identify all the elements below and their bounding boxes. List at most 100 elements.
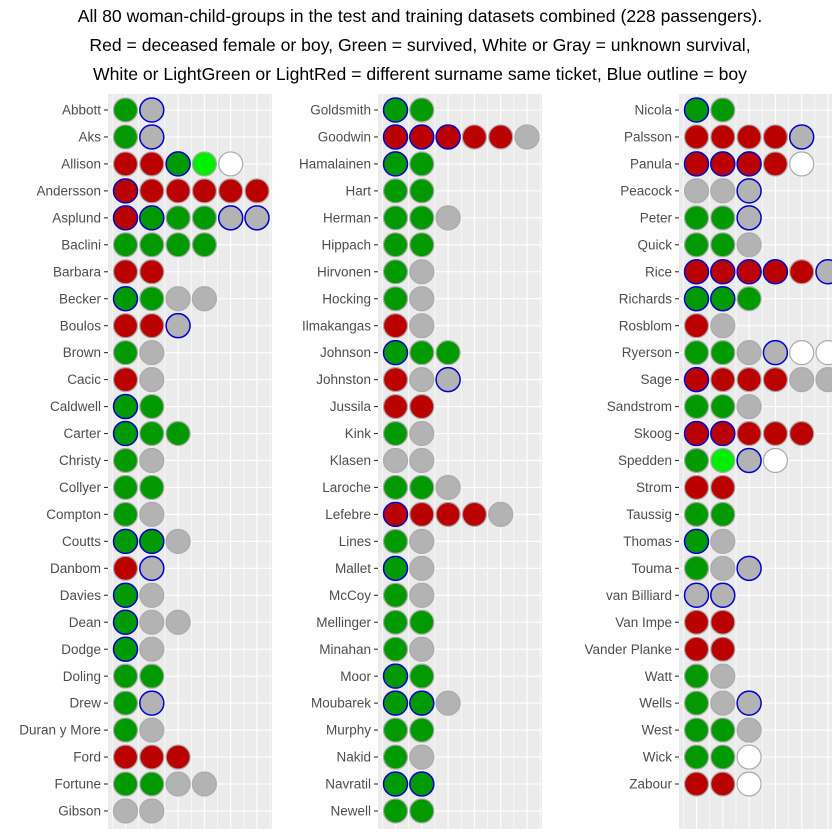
passenger-dot bbox=[139, 528, 165, 555]
passenger-dot bbox=[139, 313, 165, 339]
passenger-dot bbox=[409, 420, 435, 447]
passenger-dot bbox=[461, 124, 487, 150]
group-label: Becker bbox=[59, 291, 102, 306]
passenger-dot bbox=[788, 124, 815, 150]
passenger-dot bbox=[683, 151, 710, 177]
passenger-dot bbox=[382, 205, 409, 231]
group-label: Andersson bbox=[36, 183, 101, 198]
passenger-dot bbox=[435, 690, 461, 716]
passenger-dot bbox=[683, 474, 710, 501]
passenger-dot bbox=[736, 717, 762, 743]
passenger-dot bbox=[488, 124, 514, 150]
passenger-dot bbox=[112, 232, 139, 258]
passenger-dot bbox=[683, 232, 710, 258]
group-label: Zabour bbox=[629, 777, 672, 792]
passenger-dot bbox=[736, 771, 762, 797]
passenger-dot bbox=[710, 97, 736, 123]
group-label: Allison bbox=[61, 157, 101, 172]
passenger-dot bbox=[710, 771, 736, 797]
group-label: McCoy bbox=[329, 588, 371, 603]
passenger-dot bbox=[762, 124, 789, 150]
group-label: Dean bbox=[69, 615, 101, 630]
passenger-dot bbox=[435, 474, 461, 501]
passenger-dot bbox=[139, 151, 165, 177]
passenger-dot bbox=[382, 609, 409, 635]
passenger-dot bbox=[139, 690, 165, 716]
passenger-dot bbox=[112, 528, 139, 555]
passenger-dot bbox=[112, 340, 139, 366]
passenger-dot bbox=[112, 798, 139, 824]
group-label: Brown bbox=[63, 345, 101, 360]
passenger-dot bbox=[736, 340, 762, 366]
passenger-dot bbox=[191, 771, 217, 797]
group-label: Vander Planke bbox=[584, 642, 672, 657]
passenger-dot bbox=[409, 771, 435, 797]
passenger-dot bbox=[789, 259, 815, 285]
group-label: Lefebre bbox=[325, 507, 371, 522]
group-label: Lines bbox=[339, 534, 372, 549]
passenger-dot bbox=[382, 232, 409, 258]
group-label: Wells bbox=[639, 696, 672, 711]
passenger-dot bbox=[112, 609, 139, 635]
passenger-dot bbox=[409, 663, 435, 689]
passenger-dot bbox=[382, 555, 409, 582]
passenger-dot bbox=[382, 744, 409, 770]
passenger-dot bbox=[683, 555, 710, 581]
passenger-dot bbox=[736, 205, 762, 231]
passenger-dot bbox=[435, 340, 461, 366]
passenger-dot bbox=[736, 286, 762, 312]
passenger-dot bbox=[409, 744, 435, 770]
passenger-dot bbox=[165, 420, 191, 447]
passenger-dot bbox=[762, 339, 789, 366]
passenger-dot bbox=[710, 744, 736, 770]
passenger-dot bbox=[218, 178, 244, 204]
passenger-dot bbox=[382, 717, 409, 743]
group-label: Moubarek bbox=[311, 696, 371, 711]
group-label: Dodge bbox=[61, 642, 101, 657]
passenger-dot bbox=[710, 151, 736, 177]
passenger-dot bbox=[762, 151, 789, 177]
passenger-dot bbox=[382, 663, 409, 689]
passenger-dot bbox=[139, 663, 165, 689]
group-label: Watt bbox=[645, 669, 672, 684]
group-label: Caldwell bbox=[50, 399, 101, 414]
passenger-dot bbox=[112, 690, 139, 716]
group-label: Panula bbox=[630, 157, 673, 172]
passenger-dot bbox=[165, 312, 191, 339]
group-label: Newell bbox=[330, 804, 371, 819]
group-label: Ilmakangas bbox=[302, 318, 371, 333]
passenger-dot bbox=[139, 744, 165, 770]
passenger-dot bbox=[683, 97, 710, 123]
passenger-dot bbox=[139, 717, 165, 743]
passenger-dot bbox=[139, 501, 165, 528]
passenger-dot bbox=[382, 286, 409, 312]
passenger-dot bbox=[165, 609, 191, 635]
passenger-dot bbox=[165, 178, 191, 204]
group-label: Nakid bbox=[336, 750, 371, 765]
group-label: Goodwin bbox=[318, 130, 371, 145]
passenger-dot bbox=[165, 286, 191, 312]
passenger-dot bbox=[139, 771, 165, 797]
passenger-dot bbox=[382, 528, 409, 554]
passenger-dot bbox=[112, 124, 139, 150]
passenger-dot bbox=[683, 717, 710, 743]
passenger-dot bbox=[409, 474, 435, 501]
passenger-dot bbox=[382, 447, 409, 474]
passenger-dot bbox=[112, 97, 139, 123]
group-label: Hamalainen bbox=[299, 157, 371, 172]
passenger-dot bbox=[382, 124, 409, 150]
passenger-dot bbox=[710, 690, 736, 716]
group-label: Ford bbox=[73, 750, 101, 765]
passenger-dot bbox=[710, 124, 736, 150]
passenger-dot bbox=[710, 528, 736, 554]
passenger-dot bbox=[736, 259, 762, 285]
passenger-dot bbox=[139, 205, 165, 231]
passenger-dot bbox=[139, 636, 165, 662]
passenger-dot bbox=[382, 339, 409, 366]
passenger-dot bbox=[736, 151, 762, 177]
passenger-dot bbox=[409, 151, 435, 177]
passenger-dot bbox=[789, 151, 815, 177]
passenger-dot bbox=[139, 447, 165, 474]
group-label: Johnston bbox=[316, 372, 371, 387]
passenger-dot bbox=[382, 178, 409, 204]
